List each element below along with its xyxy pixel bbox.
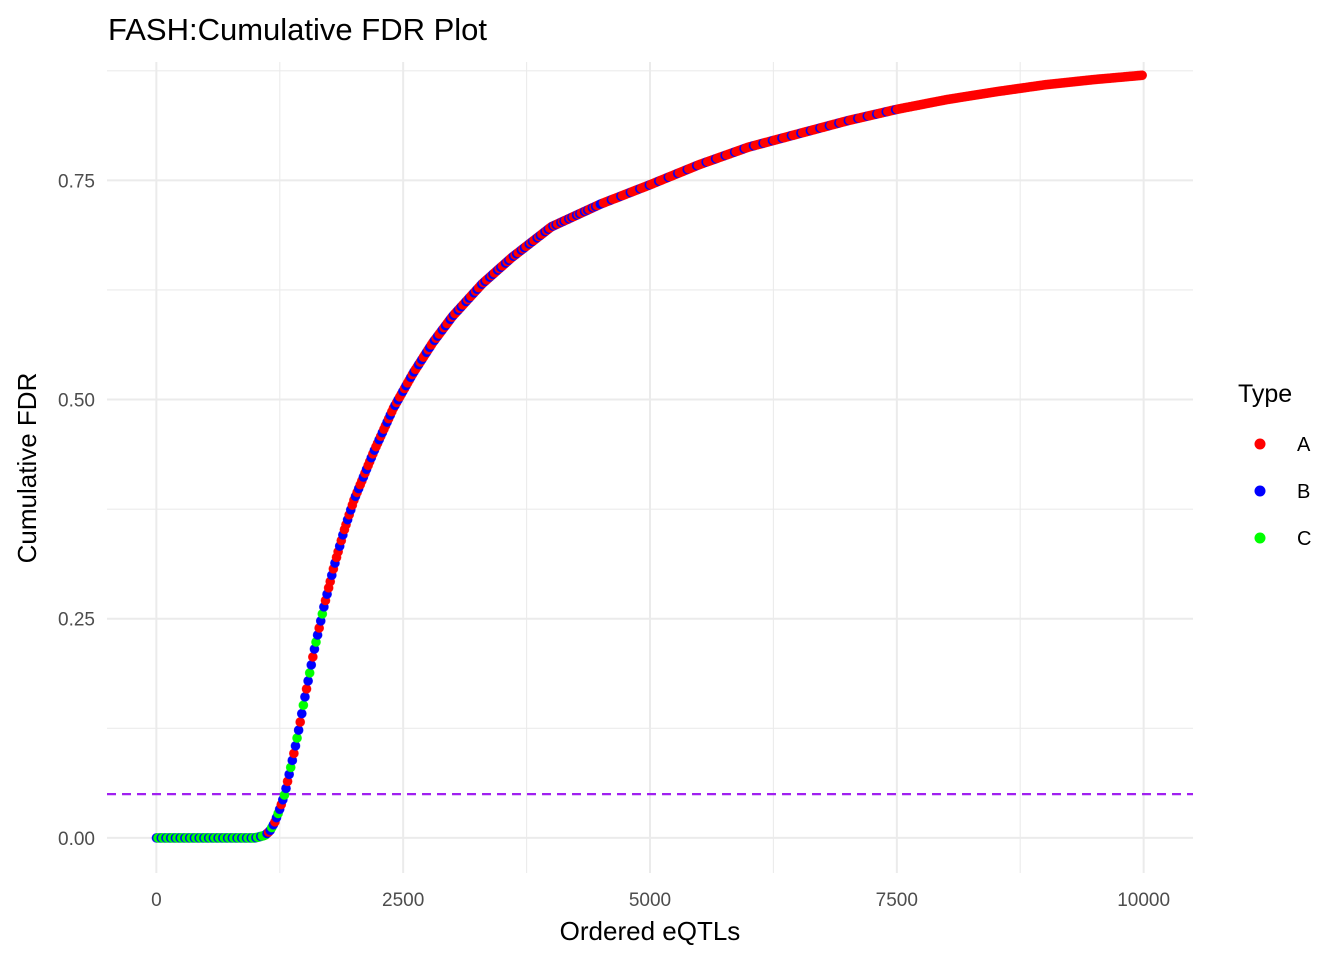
data-points <box>151 70 1148 843</box>
x-tick-label: 0 <box>151 890 162 911</box>
legend: Type A B C <box>1238 380 1311 550</box>
legend-key-a <box>1254 438 1266 450</box>
y-tick-label: 0.75 <box>58 171 95 192</box>
legend-title: Type <box>1238 380 1292 408</box>
y-axis-title: Cumulative FDR <box>12 373 42 564</box>
data-point <box>306 660 317 670</box>
x-tick-label: 7500 <box>876 890 918 911</box>
data-point <box>1137 70 1148 81</box>
legend-label-c: C <box>1297 528 1311 550</box>
data-point <box>298 700 309 711</box>
data-point <box>290 740 301 751</box>
data-point <box>300 692 310 702</box>
legend-key-b <box>1254 485 1266 497</box>
x-axis-ticks: 0 2500 5000 7500 10000 <box>151 890 1170 911</box>
x-tick-label: 5000 <box>629 890 671 911</box>
x-tick-label: 2500 <box>382 890 424 911</box>
legend-key-c <box>1254 532 1266 544</box>
y-axis-ticks: 0.00 0.25 0.50 0.75 <box>58 171 95 850</box>
legend-label-b: B <box>1297 481 1310 503</box>
x-tick-label: 10000 <box>1117 890 1170 911</box>
data-point <box>303 676 314 686</box>
data-point <box>292 733 302 743</box>
y-tick-label: 0.50 <box>58 391 95 412</box>
y-tick-label: 0.00 <box>58 829 95 850</box>
data-point <box>293 725 304 736</box>
legend-label-a: A <box>1297 434 1311 456</box>
chart-title: FASH:Cumulative FDR Plot <box>108 12 487 47</box>
data-point <box>304 668 315 678</box>
x-axis-title: Ordered eQTLs <box>560 916 741 946</box>
data-point <box>295 717 306 727</box>
data-point <box>307 652 318 662</box>
data-point <box>301 684 312 694</box>
data-point <box>296 708 307 719</box>
y-tick-label: 0.25 <box>58 610 95 631</box>
